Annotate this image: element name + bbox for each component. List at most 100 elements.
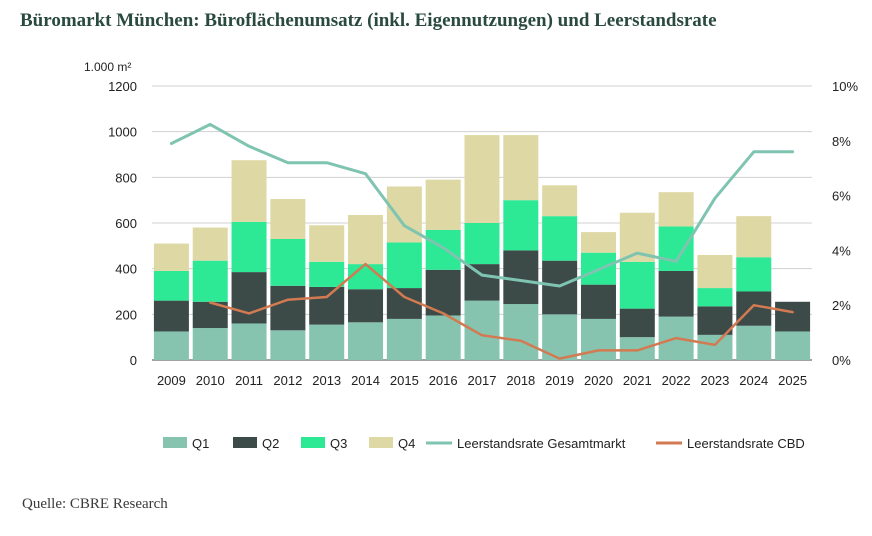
x-tick-label: 2013 (312, 373, 341, 388)
bar-q1 (348, 322, 384, 360)
legend-label: Q2 (262, 436, 279, 451)
bar-q3 (231, 221, 267, 273)
bar-q3 (697, 288, 733, 307)
bar-q1 (425, 315, 461, 360)
legend-swatch-q2 (233, 437, 257, 448)
legend-swatch-q4 (369, 437, 393, 448)
bar-q3 (658, 226, 694, 271)
source-note: Quelle: CBRE Research (22, 496, 168, 512)
bar-q4 (309, 225, 345, 262)
y-tick-label: 0 (130, 353, 137, 368)
bar-q3 (386, 242, 422, 289)
bar-q1 (697, 334, 733, 360)
bar-q1 (775, 331, 811, 360)
bar-q2 (775, 301, 811, 332)
bar-q2 (619, 308, 655, 338)
bar-q2 (736, 291, 772, 326)
bar-q3 (619, 261, 655, 309)
bar-q2 (309, 286, 345, 325)
x-tick-label: 2016 (429, 373, 458, 388)
bar-q3 (348, 264, 384, 290)
x-tick-label: 2025 (778, 373, 807, 388)
bar-q1 (270, 330, 306, 360)
bar-q3 (542, 216, 578, 261)
bar-q4 (542, 185, 578, 217)
y-tick-label: 800 (115, 170, 137, 185)
y-axis-unit: 1.000 m² (84, 60, 131, 74)
x-tick-label: 2015 (390, 373, 419, 388)
legend-label: Leerstandsrate Gesamtmarkt (457, 436, 626, 451)
legend-swatch-q1 (163, 437, 187, 448)
x-tick-label: 2009 (157, 373, 186, 388)
y-tick-label: 200 (115, 307, 137, 322)
y2-tick-label: 8% (832, 134, 851, 149)
bar-q4 (231, 160, 267, 222)
x-tick-label: 2020 (584, 373, 613, 388)
bar-q1 (192, 328, 228, 360)
bar-q4 (658, 192, 694, 227)
bar-q3 (464, 223, 500, 265)
x-tick-label: 2014 (351, 373, 380, 388)
x-tick-label: 2019 (545, 373, 574, 388)
legend-label: Q1 (192, 436, 209, 451)
line-leerstandsrate-gesamtmarkt (169, 122, 795, 288)
y-tick-label: 1200 (108, 79, 137, 94)
bar-q4 (736, 216, 772, 258)
bar-q3 (503, 200, 539, 251)
y-tick-label: 600 (115, 216, 137, 231)
bar-q2 (697, 306, 733, 335)
y2-tick-label: 10% (832, 79, 858, 94)
legend-swatch-q3 (301, 437, 325, 448)
bar-q1 (386, 318, 422, 360)
bar-q2 (348, 289, 384, 323)
bar-q2 (464, 264, 500, 301)
bar-q2 (270, 285, 306, 331)
bar-q4 (580, 232, 616, 253)
x-tick-label: 2012 (273, 373, 302, 388)
legend-label: Q3 (330, 436, 347, 451)
bar-q3 (425, 229, 461, 270)
x-tick-label: 2021 (623, 373, 652, 388)
bar-q3 (192, 260, 228, 302)
line-leerstandsrate-cbd (208, 262, 794, 360)
bar-q2 (658, 270, 694, 317)
bar-q2 (153, 300, 189, 332)
legend-label: Q4 (398, 436, 415, 451)
bar-q3 (270, 238, 306, 286)
bar-q3 (309, 261, 345, 287)
bar-q2 (580, 284, 616, 319)
bar-q1 (503, 304, 539, 360)
bar-q4 (153, 243, 189, 271)
x-tick-label: 2017 (468, 373, 497, 388)
y-tick-label: 1000 (108, 125, 137, 140)
x-tick-label: 2011 (235, 373, 263, 388)
bar-q4 (697, 254, 733, 289)
x-tick-label: 2018 (506, 373, 535, 388)
x-tick-label: 2023 (700, 373, 729, 388)
x-tick-label: 2024 (739, 373, 768, 388)
bar-q1 (464, 300, 500, 360)
x-tick-label: 2022 (662, 373, 691, 388)
bar-q1 (619, 337, 655, 360)
bar-q1 (231, 323, 267, 360)
bar-q4 (425, 179, 461, 230)
bar-q4 (192, 227, 228, 261)
bar-q3 (153, 270, 189, 301)
y-tick-label: 400 (115, 262, 137, 277)
bar-q2 (231, 272, 267, 324)
bar-q2 (503, 250, 539, 305)
x-tick-label: 2010 (196, 373, 225, 388)
bar-q1 (736, 325, 772, 360)
y2-tick-label: 2% (832, 298, 851, 313)
bar-q4 (503, 135, 539, 201)
y2-tick-label: 4% (832, 243, 851, 258)
y2-tick-label: 0% (832, 353, 851, 368)
bar-q1 (153, 331, 189, 360)
bar-q4 (270, 199, 306, 239)
bar-q2 (386, 288, 422, 319)
bar-q4 (464, 135, 500, 223)
y2-tick-label: 6% (832, 189, 851, 204)
bar-q3 (736, 257, 772, 292)
bar-q1 (309, 324, 345, 360)
